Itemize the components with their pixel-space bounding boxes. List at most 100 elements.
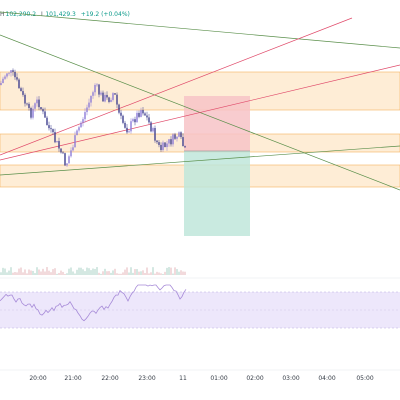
volume-bar	[154, 273, 156, 275]
volume-bar	[162, 273, 164, 275]
candle-body	[60, 148, 62, 153]
candle-body	[46, 117, 48, 126]
candle-body	[92, 92, 94, 96]
volume-bar	[4, 268, 6, 275]
candle-body	[70, 150, 72, 157]
volume-bar	[82, 269, 84, 275]
volume-bar	[136, 269, 138, 275]
volume-bar	[24, 269, 26, 275]
candle-body	[138, 112, 140, 117]
candle-body	[68, 156, 70, 164]
candle-body	[64, 153, 66, 166]
volume-bar	[118, 273, 120, 275]
candle-body	[116, 94, 118, 105]
candle-body	[40, 107, 42, 110]
candle-body	[38, 99, 40, 108]
candle-body	[154, 128, 156, 141]
volume-bar	[52, 269, 54, 275]
candle-body	[136, 112, 138, 123]
candle-body	[132, 119, 134, 122]
volume-bar	[178, 271, 180, 275]
volume-bar	[100, 273, 102, 275]
volume-bar	[2, 267, 4, 275]
volume-bar	[98, 272, 100, 275]
volume-bar	[64, 273, 66, 275]
volume-bar	[138, 271, 140, 275]
candle-body	[168, 139, 170, 144]
volume-bar	[104, 268, 106, 275]
candle-body	[148, 117, 150, 123]
trendline-green-top[interactable]	[0, 11, 400, 49]
volume-bar	[28, 269, 30, 275]
candle-body	[164, 142, 166, 148]
change-value: +19.2 (+0.04%)	[80, 11, 130, 18]
volume-bar	[160, 273, 162, 275]
high-value: 102,290.2	[5, 11, 37, 18]
candle-body	[158, 142, 160, 145]
candle-body	[102, 92, 104, 102]
candle-body	[78, 127, 80, 131]
candle-body	[150, 122, 152, 132]
candle-body	[166, 143, 168, 148]
candle-body	[20, 88, 22, 92]
trendline-green-support[interactable]	[0, 145, 400, 176]
time-tick: 20:00	[29, 375, 47, 382]
candle-body	[120, 112, 122, 116]
volume-bar	[44, 271, 46, 275]
candle-body	[178, 132, 180, 137]
time-tick: 01:00	[210, 375, 228, 382]
ohlc-legend: H102,290.2 L101,429.3 +19.2 (+0.04%)	[0, 11, 133, 19]
volume-bar	[0, 272, 2, 275]
time-tick: 22:00	[101, 375, 119, 382]
candle-body	[180, 132, 182, 138]
candle-body	[140, 109, 142, 117]
take-profit-zone[interactable]	[184, 151, 250, 236]
trendline-red-shallow[interactable]	[0, 64, 400, 161]
time-tick: 02:00	[246, 375, 264, 382]
volume-bar	[80, 267, 82, 275]
candle-body	[90, 95, 92, 103]
volume-bar	[70, 267, 72, 275]
volume-bar	[148, 273, 150, 275]
volume-bar	[172, 273, 174, 275]
candle-body	[126, 127, 128, 133]
volume-bar	[134, 269, 136, 275]
volume-bar	[110, 272, 112, 275]
volume-bar	[156, 271, 158, 275]
volume-bar	[6, 272, 8, 275]
candle-body	[54, 132, 56, 143]
volume-bar	[42, 268, 44, 275]
volume-bar	[10, 267, 12, 275]
high-label: H	[0, 11, 5, 18]
candle-body	[118, 104, 120, 113]
volume-bar	[168, 267, 170, 275]
candle-body	[128, 131, 130, 133]
candle-body	[108, 97, 110, 102]
volume-bar	[170, 267, 172, 275]
volume-bar	[106, 271, 108, 275]
volume-bar	[116, 273, 118, 275]
candle-body	[124, 122, 126, 128]
volume-bar	[56, 273, 58, 275]
candle-body	[162, 142, 164, 151]
volume-bar	[50, 272, 52, 275]
volume-bar	[184, 271, 186, 275]
volume-bar	[144, 273, 146, 275]
volume-bar	[164, 271, 166, 275]
candle-body	[22, 91, 24, 95]
trendline-red-steep[interactable]	[0, 17, 353, 156]
volume-bar	[92, 268, 94, 275]
candle-body	[6, 73, 8, 77]
volume-bar	[122, 272, 124, 275]
stop-loss-zone[interactable]	[184, 96, 250, 151]
candle-body	[8, 72, 10, 74]
candle-body	[50, 128, 52, 130]
volume-bar	[150, 272, 152, 275]
candle-body	[176, 136, 178, 139]
volume-bar	[68, 268, 70, 275]
low-value: 101,429.3	[45, 11, 76, 18]
volume-bar	[166, 267, 168, 275]
time-tick: 04:00	[318, 375, 336, 382]
